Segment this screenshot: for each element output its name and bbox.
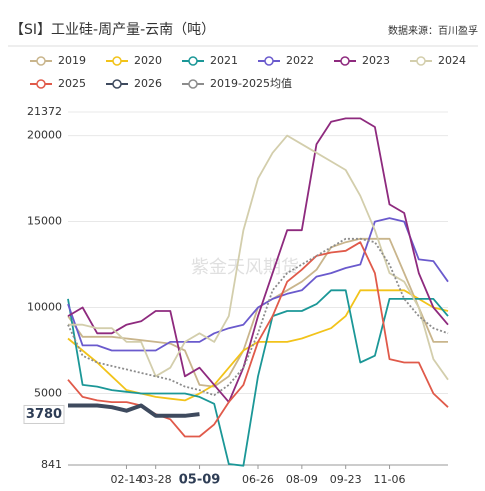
cursor-y-label: 3780 bbox=[26, 407, 62, 422]
x-tick-label: 03-28 bbox=[140, 473, 172, 486]
cursor-y-box bbox=[23, 404, 65, 424]
legend-label: 2021 bbox=[210, 54, 238, 67]
x-tick-label: 11-06 bbox=[374, 473, 406, 486]
legend-marker bbox=[188, 79, 198, 89]
y-tick-label: 15000 bbox=[27, 215, 62, 228]
legend-marker bbox=[340, 56, 350, 66]
legend-marker bbox=[416, 56, 426, 66]
y-tick-label: 20000 bbox=[27, 129, 62, 142]
chart-title: 【SI】工业硅-周产量-云南（吨） bbox=[10, 22, 215, 38]
y-tick-label: 21372 bbox=[27, 105, 62, 118]
y-tick-label: 10000 bbox=[27, 301, 62, 314]
x-tick-label: 09-23 bbox=[330, 473, 362, 486]
cursor-x-box bbox=[175, 470, 224, 488]
series-line bbox=[67, 237, 449, 397]
legend-label: 2024 bbox=[438, 54, 466, 67]
legend-label: 2025 bbox=[58, 77, 86, 90]
x-tick-label: 08-09 bbox=[286, 473, 318, 486]
series-line bbox=[68, 134, 449, 381]
legend-label: 2019 bbox=[58, 54, 86, 67]
series-line bbox=[68, 403, 200, 418]
legend-marker bbox=[36, 56, 46, 66]
legend-marker bbox=[36, 79, 46, 89]
source: 数据来源：百川盈孚 bbox=[388, 24, 478, 37]
series-line bbox=[67, 241, 449, 438]
y-tick-label: 841 bbox=[41, 458, 62, 471]
legend-marker bbox=[112, 56, 122, 66]
x-tick-label: 06-26 bbox=[242, 473, 274, 486]
x-tick-label: 02-14 bbox=[110, 473, 142, 486]
legend-marker bbox=[264, 56, 274, 66]
legend-label: 2026 bbox=[134, 77, 162, 90]
legend-marker bbox=[188, 56, 198, 66]
legend-label: 2023 bbox=[362, 54, 390, 67]
legend-label: 2022 bbox=[286, 54, 314, 67]
watermark: 紫金天风期货 bbox=[191, 257, 299, 278]
cursor-x-label: 05-09 bbox=[179, 473, 221, 488]
legend-label: 2020 bbox=[134, 54, 162, 67]
series-line bbox=[67, 289, 449, 467]
series-line bbox=[67, 117, 449, 403]
legend-label: 2019-2025均值 bbox=[210, 77, 292, 90]
legend-marker bbox=[112, 79, 122, 89]
series-line bbox=[67, 217, 449, 352]
y-tick-label: 5000 bbox=[34, 386, 62, 399]
